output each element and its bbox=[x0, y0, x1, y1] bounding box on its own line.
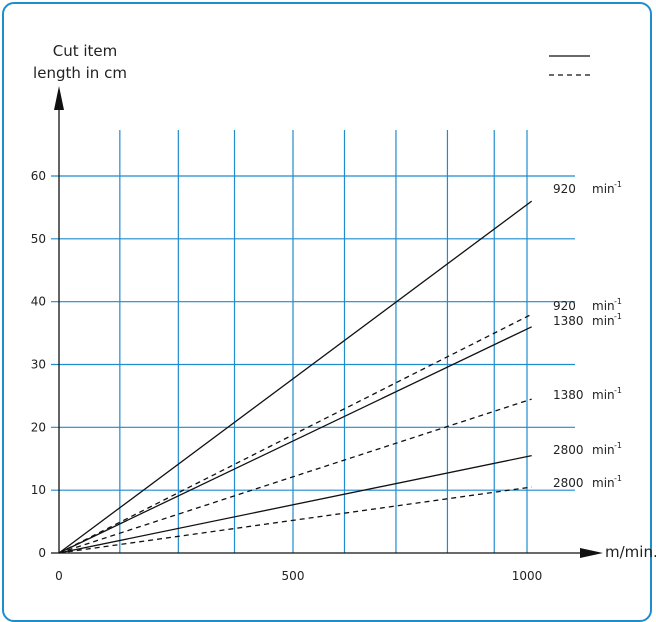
series-unit-exponent-1380-solid: -1 bbox=[614, 312, 622, 321]
y-tick-label-60: 60 bbox=[31, 169, 46, 183]
tick-labels: 0 10 20 30 40 50 60 0 500 1000 bbox=[31, 169, 543, 583]
y-tick-label-20: 20 bbox=[31, 420, 46, 434]
series-label-1380-dashed: 1380 bbox=[553, 388, 584, 402]
series-unit-2800-solid: min bbox=[592, 443, 615, 457]
series-line-1380-dashed bbox=[58, 398, 532, 554]
axes bbox=[51, 86, 603, 558]
series-unit-920-solid: min bbox=[592, 182, 615, 196]
series-unit-1380-solid: min bbox=[592, 314, 615, 328]
vertical-gridlines bbox=[119, 130, 528, 553]
series-label-2800-dashed: 2800 bbox=[553, 476, 584, 490]
series-unit-exponent-920-solid: -1 bbox=[614, 180, 622, 189]
series-label-2800-solid: 2800 bbox=[553, 443, 584, 457]
y-axis-label-line2: length in cm bbox=[33, 64, 127, 82]
series-unit-920-dashed: min bbox=[592, 299, 615, 313]
axis-titles: Cut item length in cm m/min. bbox=[33, 42, 656, 561]
x-axis-arrowhead bbox=[580, 548, 603, 558]
series-line-1380-solid bbox=[58, 326, 532, 554]
x-tick-label-500: 500 bbox=[282, 569, 305, 583]
y-tick-label-50: 50 bbox=[31, 232, 46, 246]
series-lines bbox=[58, 200, 533, 554]
x-axis-label: m/min. bbox=[605, 543, 656, 561]
y-axis-label-line1: Cut item bbox=[53, 42, 118, 60]
series-unit-exponent-1380-dashed: -1 bbox=[614, 386, 622, 395]
x-tick-label-0: 0 bbox=[55, 569, 63, 583]
y-axis-arrowhead bbox=[54, 86, 64, 110]
x-tick-label-1000: 1000 bbox=[512, 569, 543, 583]
series-line-920-solid bbox=[58, 200, 533, 554]
y-tick-label-10: 10 bbox=[31, 483, 46, 497]
y-tick-label-40: 40 bbox=[31, 295, 46, 309]
series-line-920-dashed bbox=[58, 313, 532, 554]
legend bbox=[549, 55, 590, 76]
y-tick-label-0: 0 bbox=[38, 546, 46, 560]
series-unit-exponent-920-dashed: -1 bbox=[614, 297, 622, 306]
series-unit-exponent-2800-solid: -1 bbox=[614, 441, 622, 450]
series-unit-1380-dashed: min bbox=[592, 388, 615, 402]
horizontal-gridlines bbox=[51, 175, 575, 491]
series-unit-exponent-2800-dashed: -1 bbox=[614, 474, 622, 483]
series-line-2800-dashed bbox=[58, 486, 532, 554]
series-line-2800-solid bbox=[58, 454, 532, 554]
y-tick-label-30: 30 bbox=[31, 358, 46, 372]
series-label-920-solid: 920 bbox=[553, 182, 576, 196]
series-label-920-dashed: 920 bbox=[553, 299, 576, 313]
series-label-1380-solid: 1380 bbox=[553, 314, 584, 328]
series-unit-2800-dashed: min bbox=[592, 476, 615, 490]
